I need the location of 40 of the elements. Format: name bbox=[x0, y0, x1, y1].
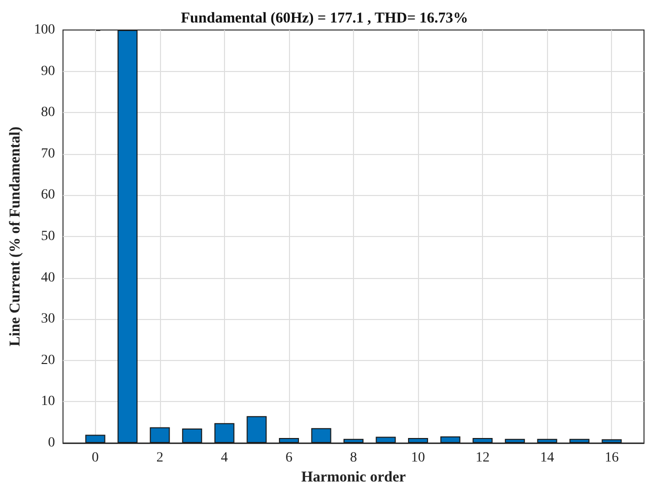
y-tick-label: 90 bbox=[41, 64, 55, 79]
y-tick-label: 20 bbox=[41, 352, 55, 368]
y-tick-label: 70 bbox=[41, 146, 55, 162]
x-tick-label: 0 bbox=[92, 450, 99, 466]
x-tick-label: 16 bbox=[604, 450, 619, 466]
bar bbox=[182, 428, 202, 443]
x-tick-label: 14 bbox=[540, 450, 554, 466]
x-axis-title: Harmonic order bbox=[301, 469, 406, 486]
x-tick-label: 12 bbox=[476, 450, 490, 466]
y-tick-label: 80 bbox=[41, 105, 55, 120]
x-tick-label: 6 bbox=[285, 450, 292, 466]
y-tick-label: 40 bbox=[41, 270, 55, 286]
x-tick-label: 2 bbox=[156, 450, 164, 466]
y-tick-label: 50 bbox=[41, 229, 55, 244]
bar bbox=[569, 438, 590, 443]
y-tick-label: 60 bbox=[41, 188, 55, 203]
bar bbox=[246, 416, 267, 443]
bar bbox=[344, 438, 364, 443]
bar bbox=[118, 30, 138, 443]
bar bbox=[376, 436, 396, 443]
bar bbox=[504, 438, 525, 443]
bar bbox=[311, 428, 332, 443]
y-tick-label: 30 bbox=[41, 312, 55, 327]
bar bbox=[214, 423, 234, 443]
bar bbox=[537, 438, 558, 443]
x-tick-label: 8 bbox=[350, 450, 357, 466]
bar bbox=[408, 438, 428, 443]
bar bbox=[472, 438, 493, 443]
y-tick-label: 100 bbox=[34, 22, 55, 38]
y-axis-title: Line Current (% of Fundamental) bbox=[8, 126, 24, 346]
chart-title: Fundamental (60Hz) = 177.1 , THD= 16.73% bbox=[180, 10, 468, 26]
bar bbox=[278, 438, 299, 443]
x-tick-label: 10 bbox=[411, 450, 426, 466]
y-tick-label: 0 bbox=[48, 436, 55, 450]
bar bbox=[150, 427, 170, 443]
bar bbox=[602, 439, 622, 443]
y-tick-label: 10 bbox=[41, 394, 55, 410]
x-tick-label: 4 bbox=[220, 450, 228, 466]
bar bbox=[440, 436, 460, 443]
bar bbox=[85, 434, 106, 443]
